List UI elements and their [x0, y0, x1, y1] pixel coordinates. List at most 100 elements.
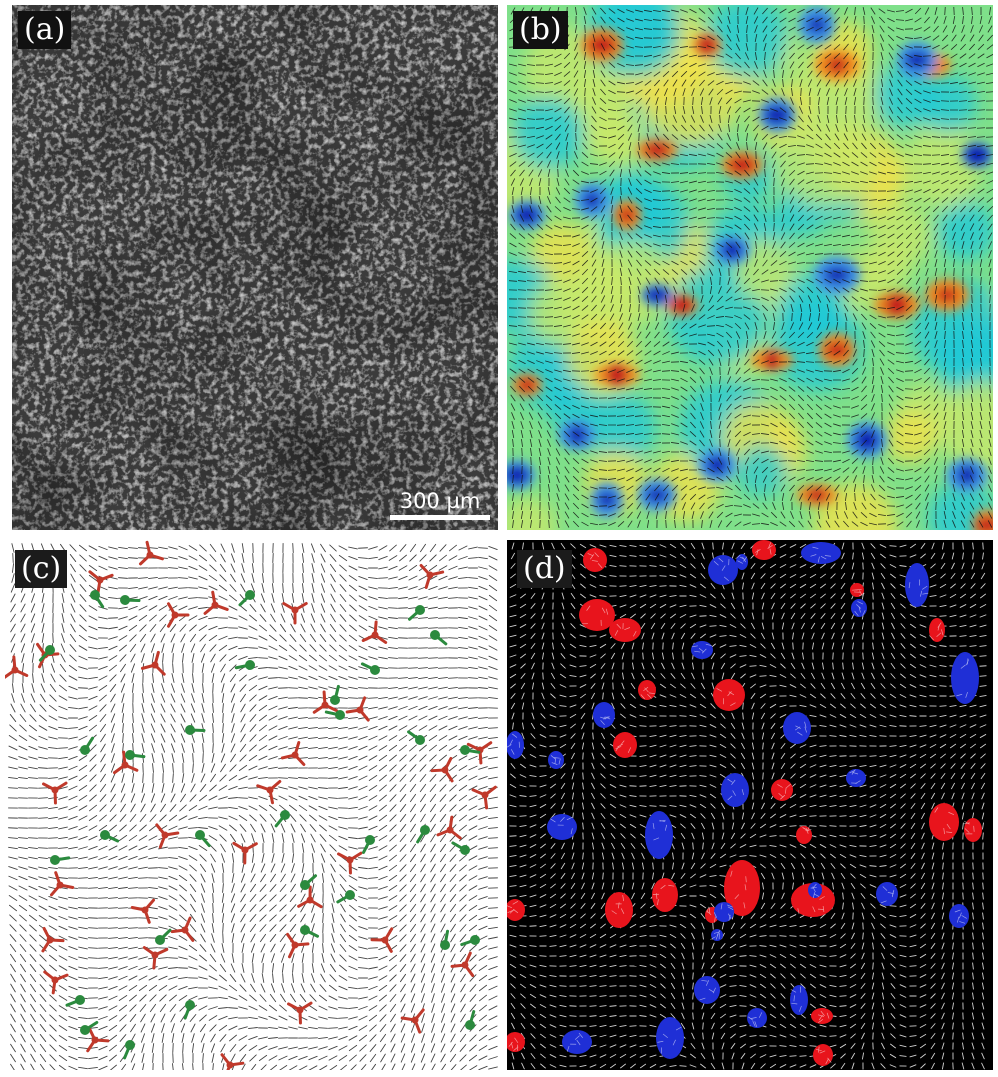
velocity-arrow	[869, 161, 877, 167]
director-line	[419, 744, 427, 752]
director-line	[178, 596, 188, 600]
director-line	[181, 753, 185, 763]
velocity-arrow	[923, 367, 931, 375]
director-line	[430, 853, 436, 863]
velocity-arrow	[895, 172, 905, 174]
velocity-arrow	[925, 268, 929, 276]
velocity-arrow	[806, 17, 814, 23]
velocity-arrow	[887, 278, 895, 284]
director-line	[388, 646, 398, 650]
velocity-arrow	[896, 224, 904, 230]
director-line	[368, 745, 378, 751]
director-line	[468, 616, 478, 620]
velocity-arrow	[914, 7, 922, 15]
velocity-arrow	[619, 313, 623, 321]
director-line	[408, 667, 418, 669]
velocity-arrow	[734, 179, 742, 185]
director-line	[488, 756, 498, 760]
director-line	[270, 873, 276, 883]
director-line	[428, 564, 438, 572]
velocity-arrow	[753, 466, 759, 474]
velocity-arrow	[770, 17, 778, 23]
velocity-arrow	[674, 294, 676, 304]
velocity-arrow	[807, 493, 813, 501]
velocity-arrow	[887, 522, 895, 526]
velocity-arrow	[746, 141, 748, 151]
velocity-arrow	[932, 117, 940, 121]
velocity-arrow	[971, 321, 973, 331]
velocity-arrow	[924, 358, 930, 366]
director-line	[281, 853, 285, 863]
director-line	[478, 547, 488, 549]
velocity-arrow	[986, 34, 993, 42]
velocity-arrow	[544, 82, 554, 84]
velocity-arrow	[896, 242, 904, 248]
velocity-arrow	[872, 465, 874, 475]
director-line	[301, 583, 305, 593]
director-line	[448, 696, 458, 700]
director-line	[240, 733, 246, 743]
velocity-arrow	[762, 34, 768, 42]
velocity-arrow	[878, 494, 886, 500]
velocity-arrow	[824, 441, 832, 445]
velocity-arrow	[708, 295, 714, 303]
velocity-arrow	[512, 483, 514, 493]
director-line	[358, 595, 368, 601]
heatmap-region	[512, 97, 585, 170]
velocity-arrow	[619, 205, 623, 213]
director-line	[240, 713, 246, 723]
velocity-arrow	[655, 502, 659, 510]
velocity-arrow	[680, 207, 688, 211]
velocity-arrow	[868, 270, 878, 274]
velocity-arrow	[934, 322, 938, 330]
velocity-arrow	[574, 97, 578, 105]
director-line	[488, 727, 498, 729]
velocity-arrow	[635, 387, 643, 391]
velocity-arrow	[553, 334, 563, 336]
velocity-arrow	[824, 61, 832, 69]
velocity-arrow	[923, 26, 931, 32]
director-line	[78, 774, 88, 782]
velocity-arrow	[592, 25, 596, 33]
velocity-arrow	[773, 69, 775, 79]
director-line	[328, 816, 338, 820]
director-line	[98, 876, 108, 880]
velocity-arrow	[715, 72, 725, 76]
director-line	[178, 856, 188, 860]
velocity-arrow	[554, 404, 562, 410]
director-line	[269, 814, 277, 822]
director-line	[339, 574, 347, 582]
director-line	[249, 814, 257, 822]
velocity-arrow	[535, 82, 545, 84]
positive-vorticity-core	[606, 364, 628, 386]
velocity-arrow	[798, 205, 804, 213]
velocity-arrow	[771, 151, 777, 159]
velocity-arrow	[877, 199, 887, 201]
velocity-arrow	[616, 442, 626, 444]
director-line	[141, 653, 145, 663]
velocity-arrow	[718, 448, 722, 456]
velocity-arrow	[896, 305, 904, 311]
velocity-arrow	[512, 519, 514, 529]
velocity-arrow	[824, 152, 832, 158]
velocity-arrow	[761, 269, 769, 275]
velocity-arrow	[962, 303, 964, 313]
velocity-arrow	[727, 16, 731, 24]
velocity-arrow	[563, 387, 571, 391]
director-line	[78, 815, 88, 821]
velocity-arrow	[743, 493, 751, 501]
velocity-arrow	[871, 385, 875, 393]
velocity-arrow	[985, 145, 993, 147]
velocity-arrow	[670, 442, 680, 444]
director-line	[298, 717, 308, 719]
director-line	[399, 854, 407, 862]
velocity-arrow	[815, 17, 823, 23]
velocity-arrow	[862, 466, 866, 474]
velocity-arrow	[770, 260, 778, 266]
velocity-arrow	[959, 81, 967, 85]
velocity-arrow	[573, 160, 579, 168]
velocity-arrow	[735, 52, 741, 60]
velocity-arrow	[709, 367, 713, 375]
director-line	[338, 686, 348, 690]
director-line	[478, 776, 488, 780]
